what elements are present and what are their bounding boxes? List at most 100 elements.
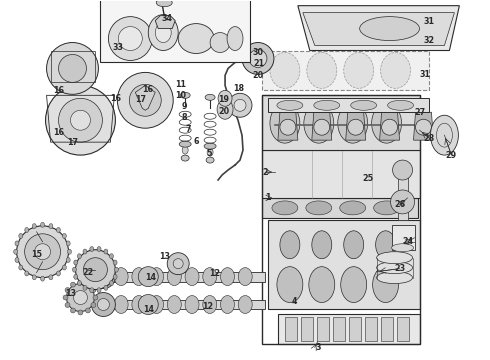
- Ellipse shape: [242, 42, 274, 75]
- Text: 29: 29: [446, 150, 457, 159]
- Ellipse shape: [47, 42, 98, 94]
- Polygon shape: [303, 13, 454, 45]
- Ellipse shape: [90, 288, 94, 293]
- Ellipse shape: [238, 296, 252, 314]
- Ellipse shape: [91, 288, 96, 293]
- Text: 3: 3: [315, 343, 320, 352]
- Polygon shape: [278, 112, 298, 140]
- Text: 7: 7: [185, 125, 191, 134]
- Ellipse shape: [391, 190, 415, 214]
- Ellipse shape: [138, 267, 158, 287]
- Ellipse shape: [348, 119, 364, 135]
- Ellipse shape: [155, 23, 171, 42]
- Ellipse shape: [71, 308, 75, 313]
- Ellipse shape: [340, 201, 366, 215]
- Ellipse shape: [119, 27, 142, 50]
- Ellipse shape: [416, 119, 432, 135]
- Ellipse shape: [25, 271, 29, 276]
- Ellipse shape: [46, 85, 115, 155]
- Ellipse shape: [32, 224, 36, 229]
- Text: 31: 31: [424, 17, 435, 26]
- Ellipse shape: [65, 288, 70, 293]
- Ellipse shape: [85, 282, 91, 287]
- Ellipse shape: [15, 257, 19, 262]
- Ellipse shape: [25, 228, 29, 233]
- Text: 13: 13: [65, 289, 76, 298]
- Ellipse shape: [178, 24, 214, 54]
- Ellipse shape: [206, 157, 214, 163]
- Ellipse shape: [381, 53, 411, 88]
- Ellipse shape: [182, 146, 188, 154]
- Ellipse shape: [114, 296, 128, 314]
- Ellipse shape: [218, 90, 232, 106]
- Ellipse shape: [277, 267, 303, 302]
- Text: 4: 4: [292, 297, 297, 306]
- Ellipse shape: [58, 54, 86, 82]
- Text: 20: 20: [252, 71, 264, 80]
- Ellipse shape: [74, 274, 78, 279]
- Ellipse shape: [56, 271, 60, 276]
- Ellipse shape: [351, 100, 377, 110]
- Ellipse shape: [392, 160, 413, 180]
- Text: 12: 12: [202, 302, 214, 311]
- Polygon shape: [262, 95, 419, 150]
- Ellipse shape: [388, 100, 414, 110]
- Ellipse shape: [98, 298, 109, 310]
- Polygon shape: [96, 300, 265, 310]
- Ellipse shape: [314, 119, 330, 135]
- Ellipse shape: [90, 247, 94, 252]
- Ellipse shape: [304, 103, 334, 143]
- Polygon shape: [312, 112, 332, 140]
- Text: 23: 23: [394, 264, 405, 273]
- Ellipse shape: [73, 267, 76, 272]
- Ellipse shape: [220, 268, 235, 285]
- Ellipse shape: [66, 257, 70, 262]
- Text: 30: 30: [252, 48, 264, 57]
- Ellipse shape: [75, 250, 115, 289]
- Ellipse shape: [104, 249, 108, 254]
- Bar: [349, 318, 361, 341]
- Ellipse shape: [67, 284, 95, 311]
- Ellipse shape: [74, 260, 78, 265]
- Ellipse shape: [343, 53, 374, 88]
- Polygon shape: [346, 112, 366, 140]
- Ellipse shape: [392, 244, 414, 252]
- Text: 24: 24: [402, 237, 413, 246]
- Text: 8: 8: [181, 113, 187, 122]
- Ellipse shape: [109, 280, 114, 285]
- Bar: [285, 318, 297, 341]
- Ellipse shape: [309, 267, 335, 302]
- Ellipse shape: [24, 234, 61, 270]
- Polygon shape: [414, 112, 434, 140]
- Text: 16: 16: [53, 128, 64, 137]
- Ellipse shape: [77, 280, 81, 285]
- Ellipse shape: [431, 115, 458, 155]
- Ellipse shape: [109, 254, 114, 259]
- Ellipse shape: [118, 72, 173, 128]
- Text: 14: 14: [143, 305, 154, 314]
- Ellipse shape: [185, 268, 199, 285]
- Ellipse shape: [63, 295, 68, 300]
- Text: 2: 2: [262, 167, 268, 176]
- Ellipse shape: [74, 291, 87, 305]
- Ellipse shape: [377, 252, 413, 264]
- Polygon shape: [96, 272, 265, 282]
- Text: 20: 20: [219, 107, 230, 116]
- Ellipse shape: [129, 84, 161, 116]
- Ellipse shape: [179, 141, 191, 147]
- Bar: [365, 318, 377, 341]
- Text: 9: 9: [181, 102, 187, 111]
- Ellipse shape: [83, 249, 87, 254]
- Ellipse shape: [114, 267, 119, 272]
- Text: 16: 16: [142, 85, 153, 94]
- Ellipse shape: [280, 119, 296, 135]
- Polygon shape: [268, 98, 429, 112]
- Text: 15: 15: [31, 250, 42, 259]
- Text: 16: 16: [110, 94, 121, 103]
- Ellipse shape: [97, 268, 110, 285]
- Ellipse shape: [217, 99, 233, 119]
- Ellipse shape: [249, 50, 267, 67]
- Polygon shape: [155, 15, 175, 28]
- Ellipse shape: [270, 53, 300, 88]
- Ellipse shape: [93, 295, 98, 300]
